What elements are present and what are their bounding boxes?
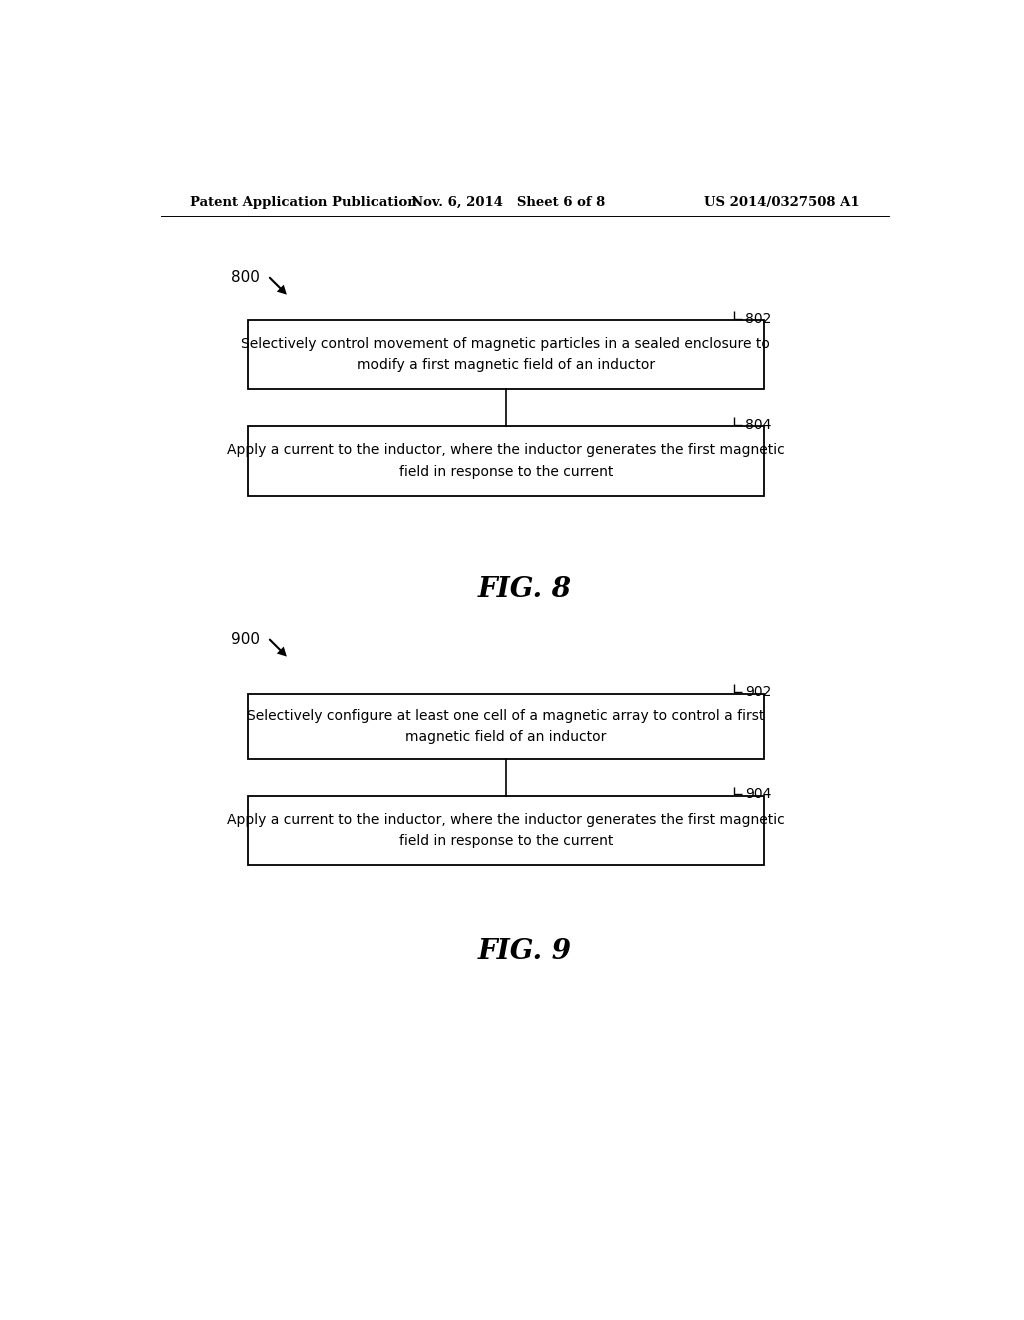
Text: 804: 804 [744, 418, 771, 432]
Polygon shape [276, 647, 287, 656]
Bar [248, 426, 764, 496]
Bar [248, 693, 764, 759]
Text: Patent Application Publication: Patent Application Publication [190, 195, 417, 209]
Text: 800: 800 [230, 271, 260, 285]
Text: Selectively control movement of magnetic particles in a sealed enclosure to
modi: Selectively control movement of magnetic… [242, 337, 770, 372]
Text: Apply a current to the inductor, where the inductor generates the first magnetic: Apply a current to the inductor, where t… [227, 813, 784, 849]
Text: 902: 902 [744, 685, 771, 700]
Text: 904: 904 [744, 788, 771, 801]
Text: Apply a current to the inductor, where the inductor generates the first magnetic: Apply a current to the inductor, where t… [227, 444, 784, 479]
Polygon shape [276, 285, 287, 294]
Text: FIG. 8: FIG. 8 [478, 576, 571, 603]
Text: Nov. 6, 2014   Sheet 6 of 8: Nov. 6, 2014 Sheet 6 of 8 [411, 195, 605, 209]
Text: US 2014/0327508 A1: US 2014/0327508 A1 [703, 195, 859, 209]
Text: 900: 900 [230, 632, 260, 647]
Text: Selectively configure at least one cell of a magnetic array to control a first
m: Selectively configure at least one cell … [247, 709, 765, 744]
Text: FIG. 9: FIG. 9 [478, 939, 571, 965]
Text: 802: 802 [744, 312, 771, 326]
Bar [248, 796, 764, 866]
Bar [248, 321, 764, 389]
